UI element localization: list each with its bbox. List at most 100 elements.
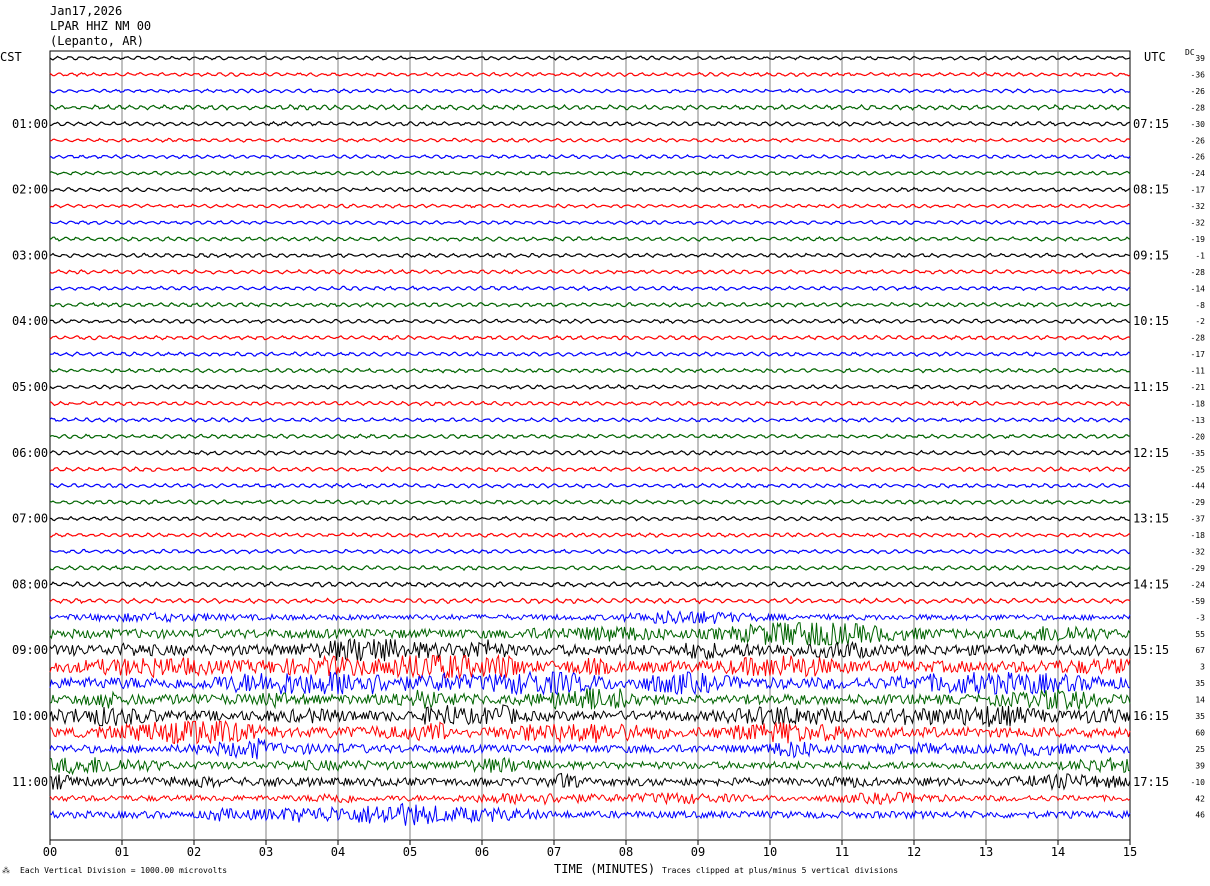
dc-offset: -25 [1191,465,1206,474]
right-hour-label: 11:15 [1133,380,1169,394]
trace-row [49,597,1131,605]
plot-frame [49,50,1131,841]
trace-row [49,610,1131,625]
x-tick-label: 08 [619,845,633,859]
dc-offset: -35 [1191,449,1206,458]
dc-offset: -19 [1191,235,1206,244]
trace-row [49,704,1131,728]
trace-row [49,433,1131,440]
dc-offset: -13 [1191,416,1206,425]
x-tick-label: 04 [331,845,345,859]
footer-mark: ⁂ [2,866,10,875]
dc-offset: -29 [1191,564,1206,573]
dc-offset: -24 [1191,169,1206,178]
right-hour-label: 07:15 [1133,117,1169,131]
dc-offset: -28 [1191,268,1206,277]
right-hour-label: 17:15 [1133,775,1169,789]
dc-offset: -11 [1191,367,1206,376]
x-tick-label: 13 [979,845,993,859]
left-hour-label: 02:00 [12,183,48,197]
right-hour-label: 08:15 [1133,183,1169,197]
left-hour-label: 05:00 [12,380,48,394]
x-tick-label: 07 [547,845,561,859]
left-hour-label: 04:00 [12,314,48,328]
x-axis-ticks: 00 01 02 03 04 05 06 07 08 09 10 11 12 13 14 15 [43,840,1137,859]
dc-offset: -28 [1191,334,1206,343]
trace-row [49,581,1131,588]
trace-row [49,235,1131,242]
x-tick-label: 03 [259,845,273,859]
trace-row [49,564,1131,572]
dc-offset: -44 [1191,482,1206,491]
right-hour-label: 12:15 [1133,446,1169,460]
trace-row [49,170,1131,176]
x-tick-label: 11 [835,845,849,859]
dc-offset: 25 [1195,745,1205,754]
dc-offset: -37 [1191,515,1206,524]
right-hour-label: 14:15 [1133,577,1169,591]
trace-row [49,688,1131,711]
dc-offset: 60 [1195,728,1205,737]
trace-row [49,653,1131,680]
left-hour-label: 08:00 [12,577,48,591]
x-tick-label: 15 [1123,845,1137,859]
trace-row [49,548,1131,555]
right-hour-label: 09:15 [1133,248,1169,262]
trace-row [49,137,1131,143]
trace-row [49,482,1131,489]
station-label: LPAR HHZ NM 00 [50,19,152,33]
dc-offset: -59 [1191,597,1206,606]
right-timezone: UTC [1144,50,1166,64]
x-tick-label: 12 [907,845,921,859]
trace-row [49,154,1131,160]
left-hour-label: 01:00 [12,117,48,131]
dc-offset: 46 [1195,811,1205,820]
dc-offset: -32 [1191,219,1206,228]
trace-row [49,103,1131,111]
trace-row [49,367,1131,374]
dc-offset: -20 [1191,432,1206,441]
dc-offset: -28 [1191,103,1206,112]
scale-note: Each Vertical Division = 1000.00 microvo… [20,866,228,875]
seismic-traces [49,55,1131,826]
left-hour-label: 11:00 [12,775,48,789]
dc-offset: -10 [1191,778,1206,787]
trace-row [49,621,1131,646]
trace-row [49,351,1131,357]
trace-row [49,186,1131,193]
dc-offset: -14 [1191,284,1206,293]
trace-row [49,499,1131,506]
right-hour-label: 16:15 [1133,709,1169,723]
left-timezone: CST [0,50,22,64]
dc-offset: -21 [1191,383,1206,392]
trace-row [49,301,1131,308]
x-tick-label: 14 [1051,845,1065,859]
dc-offset: -1 [1195,251,1205,260]
left-hour-label: 03:00 [12,248,48,262]
trace-row [49,268,1131,275]
left-hour-label: 10:00 [12,709,48,723]
trace-row [49,532,1131,538]
dc-offset: -26 [1191,153,1206,162]
dc-offset: 35 [1195,679,1205,688]
dc-offset: 14 [1195,696,1205,705]
clip-note: Traces clipped at plus/minus 5 vertical … [662,866,899,875]
dc-offset: -32 [1191,202,1206,211]
dc-offset: 39 [1195,54,1205,63]
dc-offset: -24 [1191,580,1206,589]
dc-offset: -18 [1191,531,1206,540]
dc-offset: -8 [1195,301,1205,310]
x-tick-label: 00 [43,845,57,859]
minute-grid [49,50,1131,841]
dc-offset: 39 [1195,761,1205,770]
dc-offset: 42 [1195,794,1205,803]
dc-offset: -2 [1195,317,1205,326]
dc-offset: 67 [1195,646,1205,655]
trace-row [49,791,1131,806]
trace-row [49,88,1131,94]
trace-row [49,515,1131,522]
trace-row [49,252,1131,259]
x-axis-title: TIME (MINUTES) [554,862,656,876]
trace-row [49,449,1131,456]
